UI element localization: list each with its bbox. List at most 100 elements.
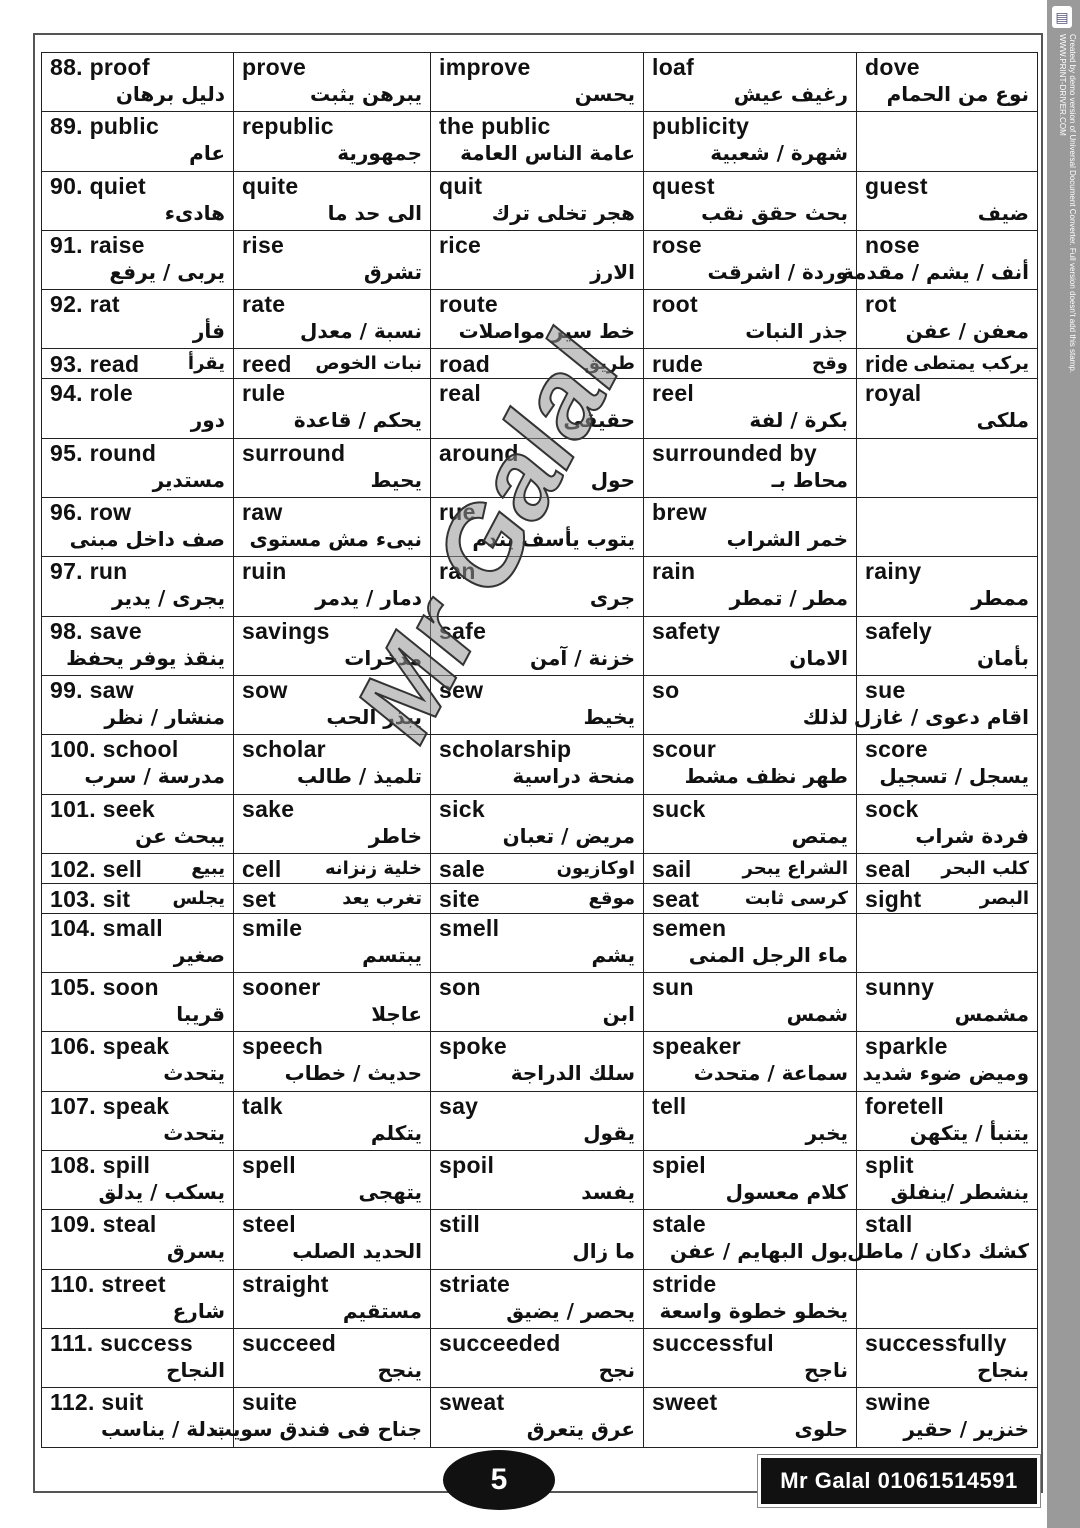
english-word: rot: [865, 291, 897, 318]
arabic-translation: يتكلم: [370, 1120, 422, 1145]
english-word: 112. suit: [50, 1389, 144, 1416]
english-word: sake: [242, 795, 295, 822]
english-word: 110. street: [50, 1270, 166, 1297]
word-cell: stride يخطو خطوة واسعة: [643, 1268, 857, 1329]
word-cell: scholarship منحة دراسية: [430, 734, 644, 795]
word-cell: ride يركب يمتطى: [856, 348, 1038, 380]
word-cell: sun شمس: [643, 972, 857, 1033]
author-contact: Mr Galal 01061514591: [757, 1454, 1041, 1508]
arabic-translation: يبتسم: [362, 942, 422, 967]
english-word: spoke: [439, 1033, 507, 1060]
english-word: sock: [865, 795, 919, 822]
arabic-translation: يحيط: [370, 467, 422, 492]
english-word: 104. small: [50, 914, 163, 941]
english-word: sew: [439, 676, 484, 703]
arabic-translation: فردة شراب: [915, 823, 1029, 848]
english-word: surrounded by: [652, 439, 817, 466]
word-cell: sunny مشمس: [856, 972, 1038, 1033]
english-word: royal: [865, 380, 922, 407]
word-cell: striate يحصر / يضيق: [430, 1268, 644, 1329]
english-word: spoil: [439, 1152, 495, 1179]
english-word: 100. school: [50, 736, 179, 763]
word-cell: loaf رغيف عيش: [643, 51, 857, 113]
arabic-translation: شارع: [172, 1298, 225, 1323]
english-word: sunny: [865, 974, 935, 1001]
english-word: the public: [439, 113, 551, 140]
word-cell: route خط سير مواصلات: [430, 289, 644, 350]
word-cell: rot معفن / عفن: [856, 289, 1038, 350]
table-row: 91. raise يربى / يرفع rise تشرق rice الارز ros…: [41, 229, 1038, 291]
english-word: seat: [652, 885, 700, 912]
word-cell: swine خنزير / حقير: [856, 1387, 1038, 1448]
english-word: sweet: [652, 1389, 718, 1416]
arabic-translation: بدلة / يناسب: [101, 1417, 225, 1442]
english-word: foretell: [865, 1092, 945, 1119]
english-word: successful: [652, 1329, 774, 1356]
english-word: reed: [242, 351, 292, 378]
english-word: ride: [865, 351, 909, 378]
english-word: spell: [242, 1152, 296, 1179]
table-row: 88. proof دليل برهان prove يبرهن يثبت improv…: [41, 51, 1038, 113]
table-row: 90. quiet هادىء quite الى حد ما quit هجر تخلى…: [41, 170, 1038, 231]
english-word: 103. sit: [50, 885, 131, 912]
word-cell: 106. speak يتحدث: [41, 1031, 234, 1092]
word-cell: quit هجر تخلى ترك: [430, 170, 644, 231]
arabic-translation: بنجاح: [976, 1357, 1029, 1382]
english-word: publicity: [652, 113, 750, 140]
arabic-translation: يحصر / يضيق: [506, 1298, 635, 1323]
word-cell: savings مدخرات: [233, 615, 431, 676]
arabic-translation: الحديد الصلب: [292, 1239, 422, 1264]
english-word: 99. saw: [50, 676, 134, 703]
english-word: road: [439, 351, 491, 378]
arabic-translation: كرسى ثابت: [744, 887, 848, 909]
arabic-translation: منشار / نظر: [104, 704, 225, 729]
english-word: ruin: [242, 558, 287, 585]
word-cell: prove يبرهن يثبت: [233, 51, 431, 113]
word-cell: say يقول: [430, 1090, 644, 1152]
english-word: say: [439, 1092, 479, 1119]
english-word: 102. sell: [50, 855, 143, 882]
english-word: rain: [652, 558, 696, 585]
arabic-translation: حديث / خطاب: [284, 1061, 422, 1086]
arabic-translation: ممطر: [971, 586, 1029, 611]
word-cell: 97. run يجرى / يدير: [41, 556, 234, 617]
word-cell: foretell يتنبأ / يتكهن: [856, 1090, 1038, 1152]
table-row: 101. seek يبحث عن sake خاطر sick مريض / تعبان…: [41, 793, 1038, 854]
arabic-translation: مستقيم: [342, 1298, 422, 1323]
arabic-translation: يمتص: [791, 823, 848, 848]
word-cell: score يسجل / تسجيل: [856, 734, 1038, 795]
arabic-translation: مطر / تمطر: [729, 586, 848, 611]
word-cell: rude وقح: [643, 348, 857, 380]
arabic-translation: وردة / اشرقت: [707, 259, 848, 284]
english-word: son: [439, 974, 481, 1001]
arabic-translation: كشك دكان / ماطل: [847, 1239, 1029, 1264]
english-word: sun: [652, 974, 694, 1001]
english-word: 95. round: [50, 439, 157, 466]
arabic-translation: يسجل / تسجيل: [879, 764, 1029, 789]
arabic-translation: عام: [189, 141, 225, 166]
arabic-translation: مريض / تعبان: [502, 823, 635, 848]
word-cell: sale اوكازيون: [430, 852, 644, 884]
word-cell: [856, 912, 1038, 974]
word-cell: semen ماء الرجل المنى: [643, 912, 857, 974]
word-cell: 99. saw منشار / نظر: [41, 674, 234, 736]
english-word: prove: [242, 54, 307, 80]
arabic-translation: يتهجى: [358, 1180, 422, 1205]
english-word: striate: [439, 1270, 511, 1297]
word-cell: tell يخبر: [643, 1090, 857, 1152]
arabic-translation: يبحث عن: [135, 823, 225, 848]
word-cell: seal كلب البحر: [856, 852, 1038, 884]
word-cell: sock فردة شراب: [856, 793, 1038, 854]
arabic-translation: ماء الرجل المنى: [688, 942, 848, 967]
arabic-translation: ما زال: [572, 1239, 635, 1264]
word-cell: 110. street شارع: [41, 1268, 234, 1329]
english-word: seal: [865, 855, 911, 882]
arabic-translation: خزنة / آمن: [530, 645, 635, 670]
arabic-translation: يحسن: [574, 82, 635, 106]
arabic-translation: الى حد ما: [327, 200, 422, 225]
word-cell: rice الارز: [430, 229, 644, 291]
arabic-translation: نسبة / معدل: [300, 319, 422, 344]
arabic-translation: وميض ضوء شديد: [862, 1061, 1029, 1086]
arabic-translation: ضيف: [977, 200, 1029, 225]
english-word: 111. success: [50, 1329, 194, 1356]
